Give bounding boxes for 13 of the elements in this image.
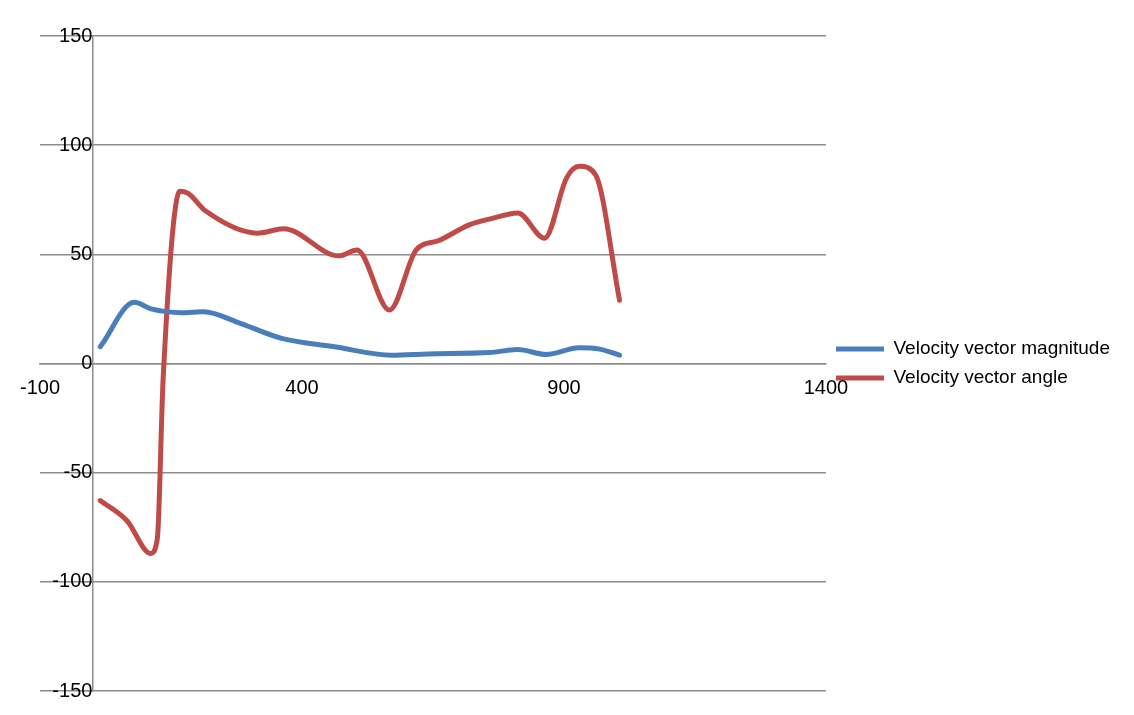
y-tick-label: 50 [70,241,93,264]
y-tick-label: 150 [59,23,93,46]
x-tick-label: 900 [547,376,581,399]
x-tick-label: 1400 [803,376,849,399]
x-tick-label: 400 [285,376,319,399]
legend-label: Velocity vector magnitude [893,337,1111,359]
y-tick-label: 100 [59,132,93,155]
x-tick-label: -100 [19,376,61,399]
y-tick-label: 0 [81,351,93,374]
y-tick-label: -50 [63,460,93,483]
y-tick-label: -100 [52,569,93,592]
y-tick-label: -150 [52,678,93,701]
legend-label: Velocity vector angle [893,366,1068,388]
